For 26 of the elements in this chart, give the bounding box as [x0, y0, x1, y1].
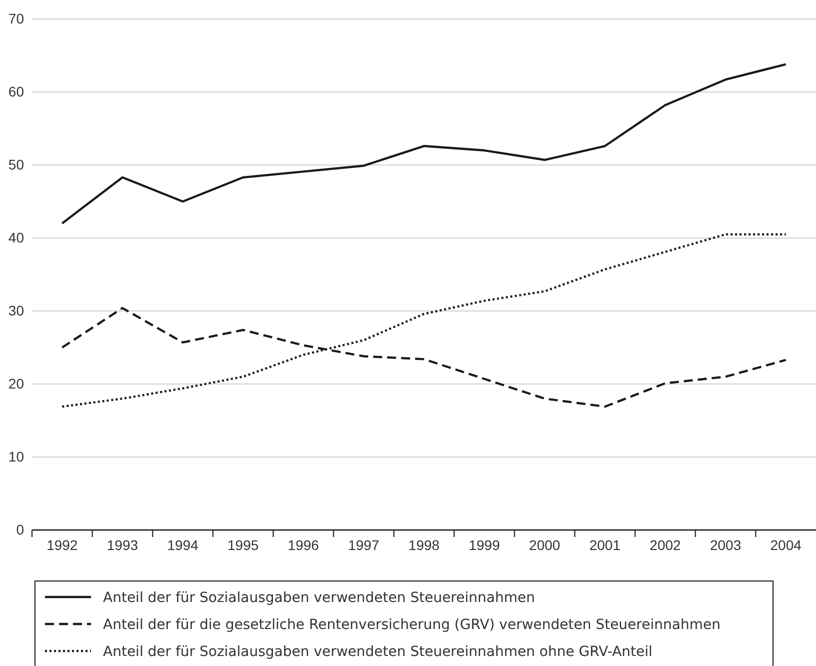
y-tick-label: 30 [8, 302, 24, 318]
y-tick-label: 40 [8, 229, 24, 246]
y-tick-label: 20 [8, 375, 24, 392]
x-tick-label: 1999 [468, 536, 500, 553]
x-tick-label: 1998 [408, 536, 440, 553]
legend-label: Anteil der für Sozialausgaben verwendeten Steuereinnahmen ohne GRV-Anteil [103, 644, 652, 660]
x-tick-label: 1995 [228, 536, 259, 553]
x-tick-label: 2000 [529, 536, 560, 553]
x-tick-label: 1997 [348, 536, 380, 553]
x-tick-label: 1996 [288, 536, 320, 553]
x-tick-label: 2002 [650, 536, 682, 553]
x-tick-label: 1993 [106, 536, 138, 553]
x-tick-label: 1992 [46, 536, 78, 553]
line-series [61, 63, 787, 224]
x-tick-label: 1994 [167, 536, 199, 553]
legend-label: Anteil der für die gesetzliche Rentenversicherung (GRV) verwendeten Steuereinnahmen [103, 617, 720, 633]
legend-label: Anteil der für Sozialausgaben verwendeten Steuereinnahmen [103, 590, 535, 606]
y-tick-label: 60 [8, 83, 24, 100]
y-tick-label: 70 [8, 10, 24, 26]
x-tick-label: 2004 [770, 536, 802, 553]
y-tick-label: 50 [8, 156, 24, 172]
y-tick-label: 10 [8, 448, 24, 464]
y-tick-label: 0 [16, 521, 24, 538]
x-tick-label: 2003 [710, 536, 742, 553]
line-series [61, 233, 787, 408]
x-tick-label: 2001 [589, 536, 621, 553]
